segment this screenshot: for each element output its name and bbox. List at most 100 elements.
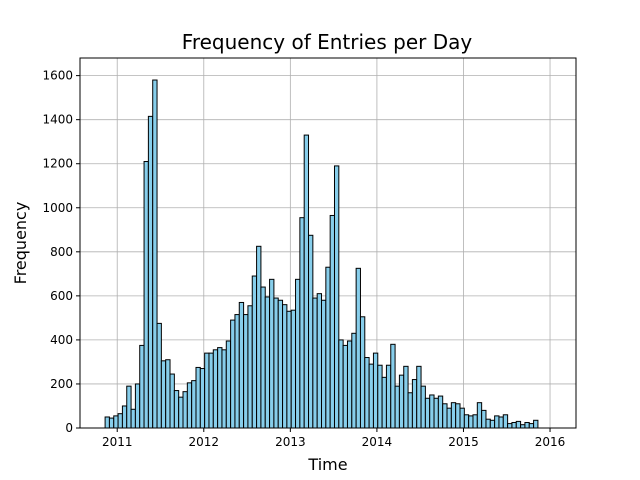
plot-frame (79, 57, 577, 429)
chart-title: Frequency of Entries per Day (182, 30, 473, 54)
histogram-bar (476, 402, 483, 429)
histogram-bar (368, 363, 374, 429)
x-axis-ticks: 2011 2012 2013 2014 2015 2016 (102, 428, 565, 449)
histogram-bar (355, 267, 361, 429)
histogram-bar (381, 376, 387, 429)
histogram-bar (108, 417, 115, 429)
histogram-bar (121, 405, 128, 429)
histogram-bar (217, 347, 223, 429)
histogram-bar (494, 415, 500, 429)
y-tick-label: 1600 (42, 69, 73, 83)
histogram-bar (455, 403, 461, 429)
histogram-bar (178, 396, 184, 429)
histogram-bar (524, 421, 530, 429)
histogram-bar (459, 407, 465, 429)
histogram-bar (446, 407, 452, 429)
histogram-bar (204, 352, 210, 429)
histogram-bar (481, 409, 487, 429)
histogram-bar (338, 339, 344, 429)
histogram-bar (325, 266, 331, 429)
histogram-bar (225, 340, 232, 429)
histogram-bar (277, 299, 284, 429)
histogram-bar (385, 364, 392, 429)
y-tick-label: 800 (50, 245, 73, 259)
histogram-bar (134, 383, 141, 429)
histogram-bar (507, 423, 513, 429)
x-tick-label: 2013 (275, 435, 306, 449)
histogram-bar (316, 293, 323, 429)
histogram-bar (165, 359, 171, 429)
histogram-bar (286, 310, 292, 429)
histogram-bar (117, 413, 123, 429)
histogram-bar (160, 360, 167, 429)
histogram-bar (377, 364, 383, 429)
histogram-bar (230, 319, 236, 429)
histogram-bar (511, 421, 517, 429)
histogram-bar (221, 349, 227, 429)
histogram-bar (411, 379, 418, 429)
histogram-bar (351, 332, 357, 429)
histogram-bar (234, 314, 240, 429)
histogram-bar (290, 309, 297, 429)
histogram-bar (420, 385, 426, 429)
histogram-bar (450, 402, 457, 429)
histogram-bar (152, 79, 158, 429)
histogram-bar (437, 395, 444, 429)
histogram-bar (515, 420, 522, 429)
histogram-bar (247, 305, 253, 429)
histogram-bar (299, 217, 305, 429)
y-tick-label: 600 (50, 289, 73, 303)
histogram-bar (273, 297, 279, 429)
histogram-bar (321, 299, 327, 429)
histogram-bar (472, 414, 478, 429)
histogram-bar (139, 344, 145, 429)
histogram-bar (143, 161, 149, 429)
grid-lines (80, 58, 576, 429)
histogram-bar (433, 397, 439, 429)
histogram-bar (333, 165, 340, 429)
histogram-bar (390, 343, 396, 429)
y-tick-label: 1200 (42, 157, 73, 171)
histogram-bar (186, 382, 193, 429)
histogram-bar (208, 352, 214, 429)
histogram-bar (113, 415, 119, 429)
histogram-bar (295, 278, 301, 429)
histogram-bar (468, 415, 474, 429)
histogram-bar (212, 349, 219, 429)
histogram-bar (191, 380, 197, 429)
histogram-bar (126, 385, 132, 429)
histogram-bar (394, 385, 400, 429)
histogram-bar (416, 365, 422, 429)
histogram-bar (424, 397, 431, 429)
histogram-bar (264, 296, 271, 429)
histogram-bar (442, 403, 448, 429)
y-tick-label: 1000 (42, 201, 73, 215)
histogram-bar (429, 394, 435, 429)
histogram-bar (359, 316, 366, 429)
histogram-bar (243, 314, 249, 429)
histogram-bar (104, 416, 110, 429)
x-tick-label: 2015 (448, 435, 479, 449)
histogram-bar (195, 366, 201, 429)
histogram-bar (364, 357, 370, 429)
histogram-bar (485, 418, 491, 429)
x-axis-label: Time (307, 455, 347, 474)
histogram-bar (502, 414, 509, 429)
histogram-bar (238, 301, 245, 429)
histogram-bar (199, 368, 206, 429)
histogram-bar (182, 391, 188, 429)
histogram-bar (256, 245, 262, 429)
histogram-bar (528, 423, 535, 429)
x-tick-label: 2012 (189, 435, 220, 449)
x-tick-label: 2011 (102, 435, 133, 449)
histogram-bar (303, 134, 310, 429)
histogram-bar (269, 278, 275, 429)
histogram-bar (329, 214, 335, 429)
histogram-bar (533, 419, 539, 429)
y-tick-label: 0 (65, 421, 73, 435)
x-tick-label: 2014 (362, 435, 393, 449)
y-axis-ticks: 0 200 400 600 800 1000 1200 1400 1600 (42, 69, 80, 435)
bars (104, 79, 539, 429)
histogram-bar (260, 286, 266, 429)
